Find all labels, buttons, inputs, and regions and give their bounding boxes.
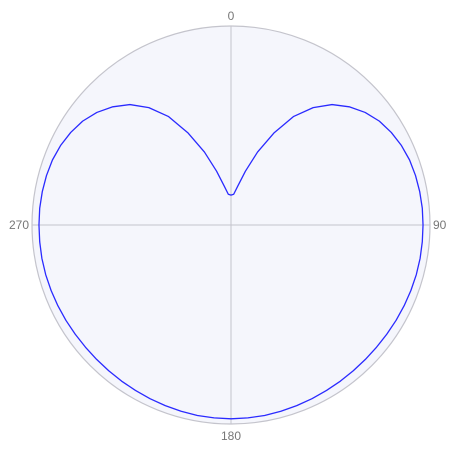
- outer-grid-circle: [31, 25, 431, 425]
- angle-tick-label-270: 270: [9, 218, 29, 232]
- data-series-line: [38, 103, 424, 420]
- angle-tick-label-0: 0: [228, 9, 235, 23]
- angle-tick-label-90: 90: [433, 218, 447, 232]
- angle-tick-label-180: 180: [221, 429, 241, 443]
